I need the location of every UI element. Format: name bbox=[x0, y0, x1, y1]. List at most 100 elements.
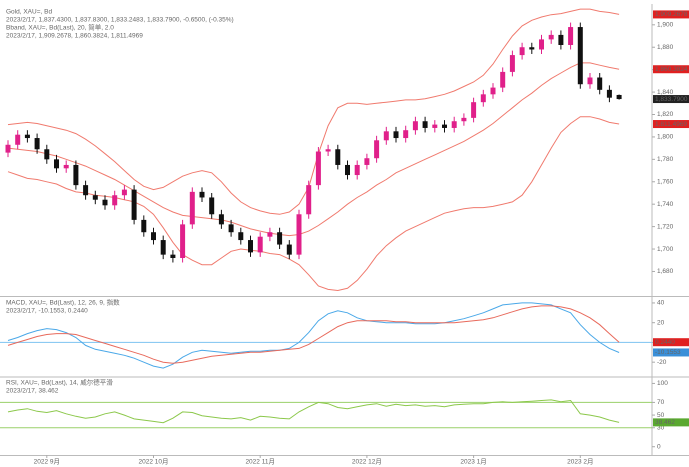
candle-body bbox=[92, 195, 98, 200]
candle-body bbox=[248, 240, 253, 253]
candle-body bbox=[131, 189, 137, 220]
overlay-title: Bband, XAU=, Bd(Last), 20, 简单, 2.0 bbox=[6, 23, 114, 32]
panel-title: MACD, XAU=, Bd(Last), 12, 26, 9, 指数 bbox=[6, 298, 120, 307]
y-tick-label: 1,840 bbox=[657, 89, 674, 96]
candle-body bbox=[54, 159, 59, 169]
candle-body bbox=[577, 27, 583, 85]
candle-body bbox=[121, 189, 127, 196]
candle-body bbox=[15, 134, 21, 145]
last-value-box bbox=[653, 338, 689, 347]
last-value-label: 1,860.3824 bbox=[655, 66, 688, 73]
y-tick-label: 1,700 bbox=[657, 246, 674, 253]
last-value-label: 0.2440 bbox=[655, 339, 675, 346]
candle-body bbox=[422, 121, 428, 128]
last-value-label: 38.462 bbox=[655, 419, 675, 426]
candle-body bbox=[480, 94, 486, 103]
candle-body bbox=[374, 140, 380, 159]
y-tick-label: 1,800 bbox=[657, 134, 674, 141]
candle-body bbox=[189, 191, 195, 225]
candle-body bbox=[442, 124, 447, 128]
candle-body bbox=[315, 151, 321, 186]
candle-body bbox=[277, 232, 283, 245]
candle-body bbox=[558, 34, 564, 45]
candle-body bbox=[267, 232, 273, 237]
candle-body bbox=[403, 130, 409, 139]
panel-title: RSI, XAU=, Bd(Last), 14, 威尔德平滑 bbox=[6, 378, 113, 387]
last-value-box bbox=[653, 95, 689, 104]
candle-body bbox=[228, 224, 234, 233]
last-value-box bbox=[653, 65, 689, 74]
y-tick-label: 70 bbox=[657, 399, 665, 406]
candle-body bbox=[83, 185, 89, 196]
candle-body bbox=[587, 77, 593, 85]
y-tick-label: -20 bbox=[657, 359, 667, 366]
y-tick-label: 1,900 bbox=[657, 22, 674, 29]
candle-body bbox=[335, 149, 341, 165]
candle-body bbox=[354, 164, 360, 176]
last-value-label: 1,833.7900 bbox=[655, 96, 688, 103]
candle-body bbox=[529, 47, 535, 50]
candle-body bbox=[102, 199, 108, 206]
candle-body bbox=[509, 55, 515, 72]
candle-body bbox=[218, 214, 224, 225]
last-value-label: 1,909.2678 bbox=[655, 11, 688, 18]
panel-subtitle: 2023/2/17, 38.462 bbox=[6, 388, 59, 395]
last-value-label: 1,811.4969 bbox=[655, 121, 687, 128]
candle-body bbox=[383, 131, 389, 141]
candle-body bbox=[461, 117, 467, 122]
candle-body bbox=[519, 47, 525, 56]
candle-body bbox=[471, 102, 477, 118]
candle-body bbox=[451, 121, 457, 128]
candle-body bbox=[238, 232, 244, 241]
y-tick-label: 1,720 bbox=[657, 223, 674, 230]
candle-body bbox=[606, 89, 612, 98]
y-tick-label: 1,760 bbox=[657, 178, 674, 185]
candle-body bbox=[199, 191, 205, 198]
series-line bbox=[7, 8, 620, 215]
panel-subtitle: 2023/2/17, -10.1553, 0.2440 bbox=[6, 308, 88, 315]
overlay-subtitle: 2023/2/17, 1,909.2678, 1,860.3824, 1,811… bbox=[6, 33, 143, 40]
candle-body bbox=[160, 240, 166, 255]
x-tick-label: 2022 11月 bbox=[245, 458, 275, 466]
panel-title: Gold, XAU=, Bd bbox=[6, 9, 52, 16]
series-line bbox=[7, 116, 620, 292]
candle-body bbox=[180, 224, 186, 259]
y-tick-label: 0 bbox=[657, 443, 661, 450]
panel-subtitle: 2023/2/17, 1,837.4300, 1,837.8300, 1,833… bbox=[6, 17, 234, 24]
candle-body bbox=[364, 158, 370, 165]
candle-body bbox=[112, 195, 118, 206]
candle-body bbox=[393, 131, 399, 139]
x-tick-label: 2022 9月 bbox=[34, 458, 60, 466]
candle-body bbox=[306, 185, 312, 215]
candle-body bbox=[257, 236, 263, 253]
candle-body bbox=[44, 149, 50, 160]
candle-body bbox=[170, 254, 176, 259]
y-tick-label: 1,880 bbox=[657, 44, 674, 51]
x-tick-label: 2023 2月 bbox=[567, 458, 593, 466]
candle-body bbox=[345, 164, 350, 176]
candle-body bbox=[432, 124, 438, 128]
candle-body bbox=[209, 197, 215, 215]
x-tick-label: 2022 12月 bbox=[352, 458, 382, 466]
y-tick-label: 1,780 bbox=[657, 156, 674, 163]
candle-body bbox=[151, 232, 156, 241]
last-value-box bbox=[653, 348, 689, 357]
y-tick-label: 1,740 bbox=[657, 201, 674, 208]
candle-body bbox=[5, 144, 11, 153]
y-tick-label: 20 bbox=[657, 319, 665, 326]
candle-body bbox=[286, 244, 292, 255]
candle-body bbox=[296, 214, 302, 255]
x-tick-label: 2023 1月 bbox=[460, 458, 486, 466]
candle-body bbox=[141, 219, 147, 233]
y-tick-label: 1,820 bbox=[657, 111, 674, 118]
last-value-box bbox=[653, 10, 689, 19]
candle-body bbox=[325, 149, 331, 152]
candle-body bbox=[490, 87, 496, 95]
y-tick-label: 30 bbox=[657, 424, 665, 431]
candle-body bbox=[539, 39, 544, 50]
candle-body bbox=[412, 121, 418, 131]
last-value-label: -10.1553 bbox=[655, 349, 681, 356]
series-line bbox=[7, 399, 620, 424]
